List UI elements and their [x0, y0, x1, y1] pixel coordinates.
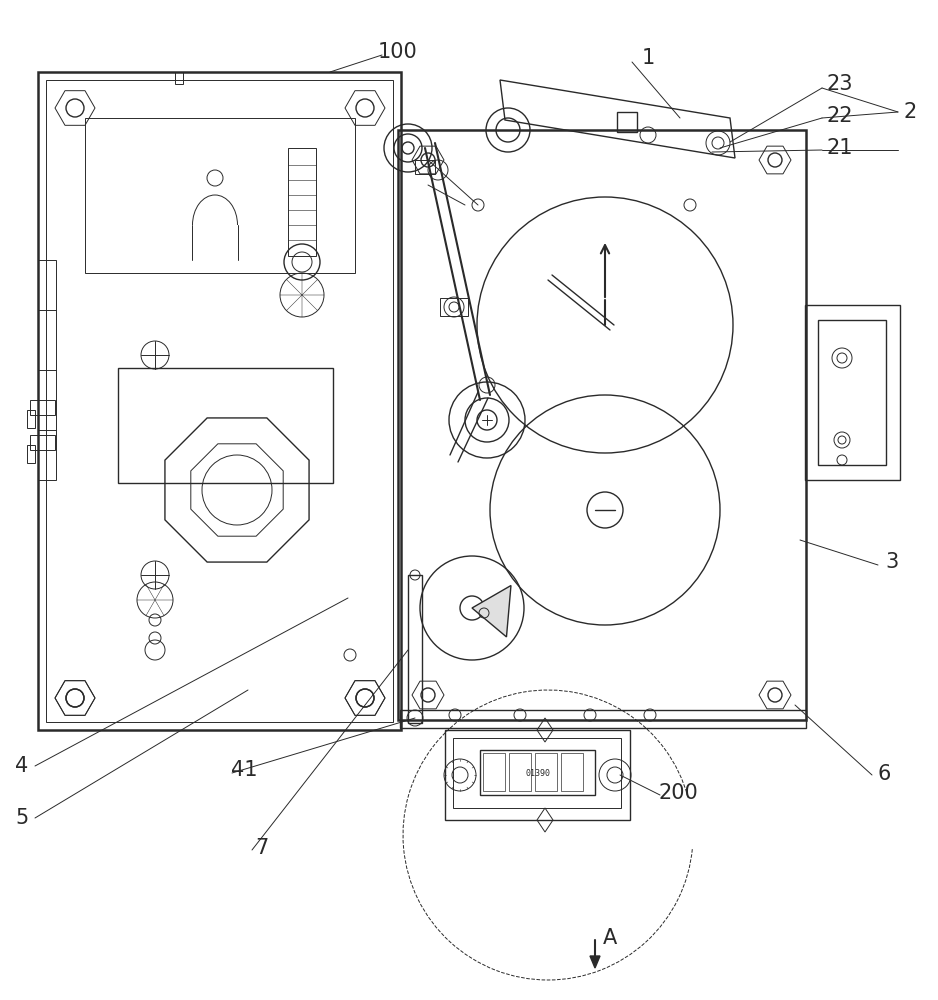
Bar [805, 305, 900, 480]
Bar [46, 80, 393, 722]
Bar [30, 400, 55, 415]
Text: 6: 6 [877, 764, 891, 784]
Text: 23: 23 [826, 74, 854, 94]
Bar [27, 445, 35, 463]
Bar [27, 410, 35, 428]
Bar [85, 118, 355, 273]
Text: 21: 21 [826, 138, 854, 158]
Text: 1: 1 [642, 48, 655, 68]
Bar [445, 730, 630, 820]
Text: A: A [603, 928, 617, 948]
Text: 100: 100 [378, 42, 417, 62]
Bar [38, 72, 401, 730]
Text: 01390: 01390 [525, 768, 551, 778]
Text: 41: 41 [231, 760, 257, 780]
Bar [818, 320, 886, 465]
Text: 22: 22 [826, 106, 854, 126]
Bar [288, 148, 316, 256]
Text: 4: 4 [15, 756, 29, 776]
Polygon shape [590, 956, 600, 968]
Bar [118, 368, 333, 483]
Bar [175, 72, 183, 84]
Bar [509, 753, 531, 791]
Text: 3: 3 [885, 552, 899, 572]
Bar [535, 753, 557, 791]
Text: 2: 2 [903, 102, 916, 122]
Bar [30, 435, 55, 450]
Bar [440, 298, 468, 316]
Bar [483, 753, 505, 791]
Bar [400, 710, 806, 728]
Bar [617, 112, 637, 132]
Bar [480, 750, 595, 795]
Text: 200: 200 [658, 783, 698, 803]
Bar [415, 160, 435, 174]
Bar [38, 260, 56, 480]
Text: 5: 5 [15, 808, 29, 828]
Polygon shape [472, 585, 511, 637]
Bar [453, 738, 621, 808]
Bar [408, 575, 422, 723]
Text: 7: 7 [255, 838, 268, 858]
Bar [561, 753, 583, 791]
Bar [398, 130, 806, 720]
